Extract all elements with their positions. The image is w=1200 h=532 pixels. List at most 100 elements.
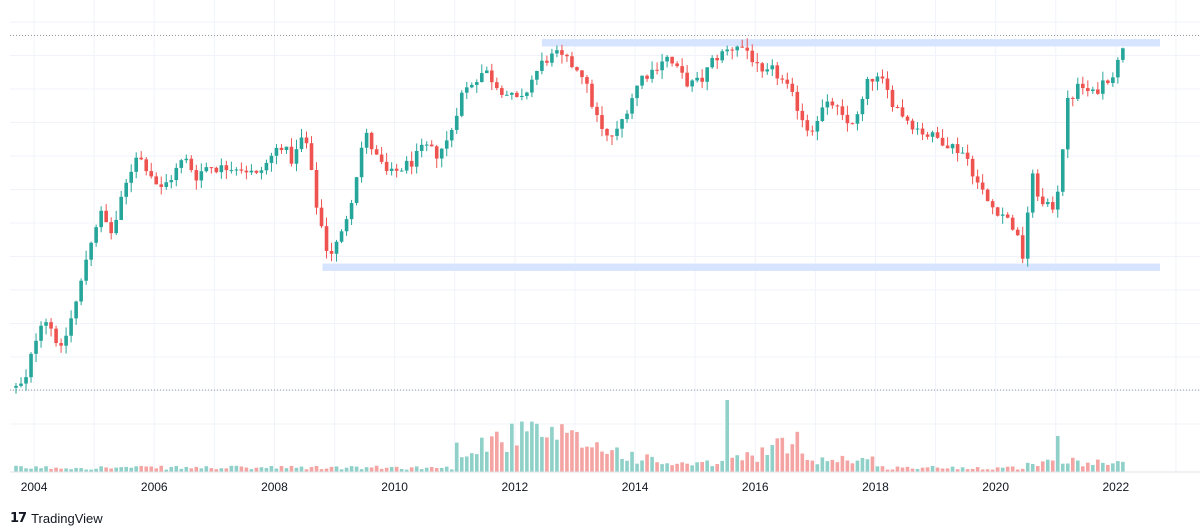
candle-body bbox=[530, 79, 534, 93]
candle-body bbox=[264, 162, 269, 171]
volume-bar bbox=[224, 468, 229, 472]
candle-body bbox=[1116, 59, 1120, 78]
candle-body bbox=[479, 73, 484, 83]
volume-bar bbox=[24, 468, 28, 472]
candle-body bbox=[199, 171, 204, 181]
candle-body bbox=[64, 335, 68, 346]
volume-bar bbox=[444, 466, 449, 472]
candle-body bbox=[540, 60, 544, 71]
candle-body bbox=[244, 170, 249, 173]
grid bbox=[10, 0, 1200, 472]
candle-body bbox=[755, 62, 760, 64]
volume-bar bbox=[464, 456, 469, 472]
candle-body bbox=[520, 95, 524, 98]
volume-bar bbox=[950, 466, 955, 472]
candle-body bbox=[850, 123, 855, 125]
volume-bar bbox=[695, 462, 699, 472]
candlesticks bbox=[14, 38, 1125, 394]
volume-bar bbox=[94, 468, 98, 472]
candle-body bbox=[419, 144, 424, 151]
candle-body bbox=[79, 280, 83, 302]
volume-bar bbox=[434, 468, 439, 472]
volume-bar bbox=[419, 469, 424, 472]
brand-name: TradingView bbox=[31, 510, 103, 526]
candle-body bbox=[189, 158, 194, 171]
x-tick-label: 2006 bbox=[141, 480, 168, 494]
volume-bar bbox=[535, 423, 539, 472]
volume-bar bbox=[845, 460, 850, 472]
candle-body bbox=[179, 160, 184, 168]
candle-body bbox=[114, 219, 118, 234]
candle-body bbox=[980, 182, 985, 190]
volume-bar bbox=[1075, 460, 1080, 472]
candle-body bbox=[685, 72, 689, 87]
candle-body bbox=[89, 242, 93, 260]
candle-body bbox=[730, 49, 735, 51]
volume-bar bbox=[540, 436, 544, 472]
candle-body bbox=[464, 87, 469, 93]
candle-body bbox=[389, 168, 394, 171]
volume-bar bbox=[870, 456, 875, 472]
candle-body bbox=[469, 84, 474, 88]
volume-bar bbox=[124, 466, 128, 472]
volume-bar bbox=[720, 460, 724, 472]
candle-body bbox=[164, 182, 169, 187]
volume-bar bbox=[725, 400, 730, 472]
candle-body bbox=[149, 171, 154, 177]
volume-bar bbox=[820, 457, 825, 472]
candle-body bbox=[570, 56, 574, 68]
candle-body bbox=[635, 85, 639, 99]
volume-bar bbox=[810, 460, 815, 472]
candle-body bbox=[454, 115, 459, 130]
candle-body bbox=[169, 180, 174, 183]
x-tick-label: 2016 bbox=[742, 480, 769, 494]
candle-body bbox=[605, 128, 609, 136]
candle-body bbox=[940, 137, 945, 146]
candle-body bbox=[515, 92, 519, 98]
candle-body bbox=[409, 160, 414, 167]
candle-body bbox=[39, 325, 43, 341]
candle-body bbox=[875, 76, 880, 82]
candle-body bbox=[890, 89, 895, 107]
tradingview-logo-icon: 17 bbox=[10, 510, 27, 526]
candle-body bbox=[1096, 89, 1100, 94]
volume-bar bbox=[474, 454, 479, 472]
volume-bar bbox=[575, 431, 579, 472]
candle-body bbox=[830, 101, 835, 106]
candle-body bbox=[334, 241, 339, 254]
candle-body bbox=[565, 54, 569, 57]
candle-body bbox=[1086, 88, 1090, 91]
candle-body bbox=[1106, 80, 1110, 84]
volume-bar bbox=[269, 466, 274, 472]
volume-bar bbox=[44, 466, 48, 472]
candle-body bbox=[845, 114, 850, 124]
volume-bar bbox=[29, 468, 33, 472]
volume-bar bbox=[685, 463, 689, 472]
candle-body bbox=[29, 353, 33, 378]
volume-bar bbox=[284, 468, 289, 472]
volume-bar bbox=[1030, 463, 1035, 472]
candle-body bbox=[259, 170, 264, 173]
volume-bar bbox=[735, 455, 740, 472]
candle-body bbox=[354, 177, 359, 204]
volume-bar bbox=[545, 437, 549, 472]
candle-body bbox=[59, 343, 63, 346]
volume-bar bbox=[1111, 463, 1115, 472]
volume-bar bbox=[194, 466, 199, 472]
volume-bar bbox=[59, 468, 63, 472]
candle-body bbox=[665, 56, 669, 62]
support-resistance-zones bbox=[322, 39, 1160, 271]
candle-body bbox=[314, 169, 319, 208]
volume-bar bbox=[885, 469, 890, 472]
candle-body bbox=[319, 207, 324, 227]
volume-bar bbox=[1086, 462, 1090, 472]
tradingview-branding[interactable]: 17 TradingView bbox=[10, 508, 103, 528]
candle-body bbox=[194, 170, 199, 181]
volume-bar bbox=[424, 467, 429, 472]
candle-body bbox=[24, 377, 28, 384]
candle-body bbox=[219, 165, 224, 173]
volume-bar bbox=[209, 468, 214, 472]
volume-bar bbox=[680, 462, 684, 472]
volume-bar bbox=[815, 464, 820, 472]
candle-body bbox=[369, 132, 374, 150]
